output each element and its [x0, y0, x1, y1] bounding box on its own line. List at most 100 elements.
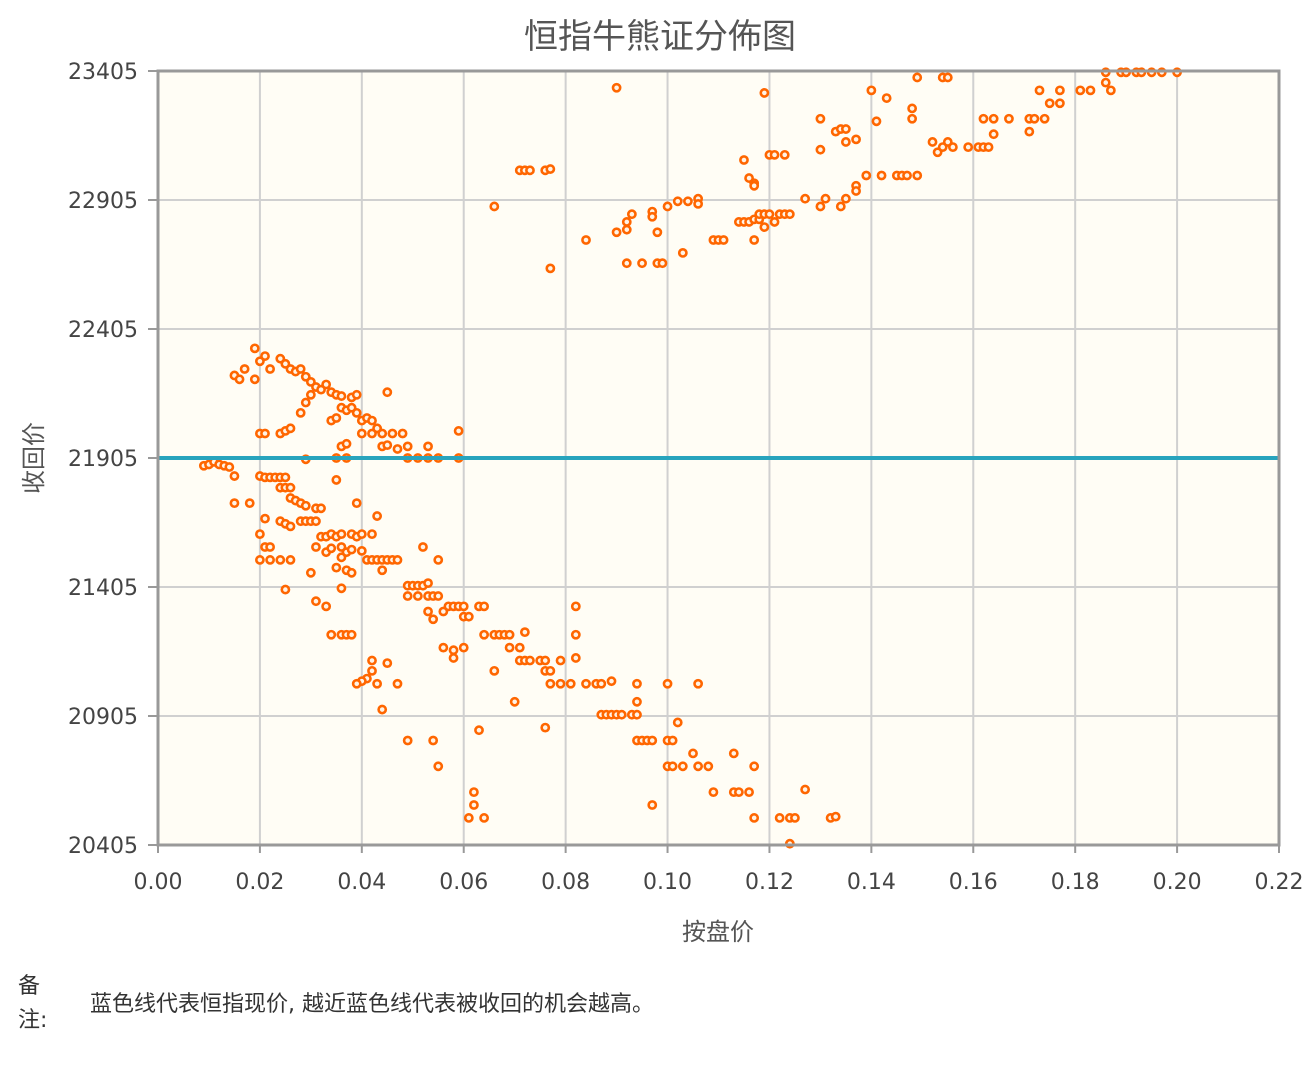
data-point [1024, 126, 1035, 137]
data-point [397, 428, 408, 439]
data-point [453, 426, 464, 436]
data-point [662, 678, 673, 689]
data-point [545, 263, 556, 274]
data-point [458, 642, 469, 653]
data-point [677, 761, 688, 772]
data-point [672, 196, 683, 207]
data-point [382, 440, 393, 450]
data-point [840, 137, 851, 147]
data-point [978, 113, 989, 124]
data-point [351, 389, 362, 400]
data-point [402, 735, 413, 746]
data-point [861, 170, 872, 181]
data-point [545, 678, 556, 689]
data-point [474, 725, 484, 736]
data-point [255, 529, 265, 540]
data-point [764, 209, 775, 220]
data-point [525, 165, 535, 176]
data-point [570, 629, 581, 640]
data-point [382, 658, 393, 669]
data-point [616, 709, 627, 720]
data-point [677, 247, 688, 258]
data-point [285, 555, 296, 565]
data-point [545, 665, 556, 676]
data-point [988, 129, 999, 140]
data-point [626, 209, 637, 220]
data-point [784, 209, 795, 220]
data-point [1004, 113, 1014, 124]
y-tick-label: 22905 [68, 189, 138, 214]
data-point [657, 258, 668, 269]
data-point [570, 601, 581, 612]
data-point [433, 761, 444, 772]
data-point [683, 196, 693, 207]
data-point [983, 142, 994, 153]
data-point [265, 542, 275, 552]
data-point [331, 562, 342, 573]
data-point [667, 761, 678, 772]
data-point [667, 735, 678, 746]
x-tick-label: 0.16 [949, 870, 998, 895]
data-point [621, 224, 632, 235]
data-point [423, 606, 433, 617]
data-point [316, 503, 326, 514]
data-point [285, 482, 296, 493]
x-tick-label: 0.08 [541, 870, 590, 895]
x-tick-label: 0.10 [643, 870, 692, 895]
data-point [392, 444, 403, 454]
data-point [351, 498, 362, 509]
data-point [637, 258, 647, 269]
data-point [790, 813, 800, 823]
data-point [581, 678, 591, 689]
data-point [423, 578, 433, 589]
data-point [871, 116, 882, 127]
data-point [458, 601, 469, 612]
data-point [331, 475, 342, 485]
x-axis-label: 按盘价 [682, 918, 754, 946]
data-point [336, 391, 347, 401]
chart-title: 恒指牛熊证分佈图 [524, 17, 796, 57]
data-point [632, 678, 642, 689]
data-point [311, 596, 321, 607]
data-point [876, 170, 887, 181]
data-point [927, 137, 938, 147]
data-point [800, 193, 811, 204]
data-point [300, 397, 311, 408]
data-point [718, 235, 729, 245]
data-point [1029, 113, 1040, 124]
data-point [907, 113, 918, 124]
x-tick-label: 0.02 [235, 870, 284, 895]
data-point [489, 665, 500, 676]
data-point [412, 591, 423, 601]
data-point [326, 629, 337, 640]
data-point [647, 735, 658, 746]
data-point [367, 415, 377, 426]
data-point [285, 423, 296, 434]
data-point [260, 428, 270, 439]
data-point [448, 653, 459, 663]
data-point [479, 629, 490, 640]
data-point [367, 428, 377, 439]
data-point [341, 438, 352, 449]
data-point [438, 642, 449, 653]
data-point [749, 761, 760, 772]
data-point [840, 124, 851, 134]
data-point [428, 614, 439, 625]
data-point [912, 170, 923, 181]
data-point [866, 85, 877, 96]
data-point [469, 800, 479, 810]
data-point [779, 149, 790, 160]
x-tick-label: 0.22 [1255, 870, 1304, 895]
data-point [336, 529, 347, 540]
data-point [739, 155, 749, 165]
data-point [433, 591, 444, 601]
data-point [356, 545, 367, 556]
data-point [377, 704, 388, 715]
data-point [963, 142, 974, 153]
data-point [295, 407, 306, 418]
data-point [392, 678, 403, 689]
data-point [489, 201, 500, 212]
data-point [988, 113, 999, 124]
data-point [1075, 85, 1086, 96]
data-point [321, 379, 332, 390]
